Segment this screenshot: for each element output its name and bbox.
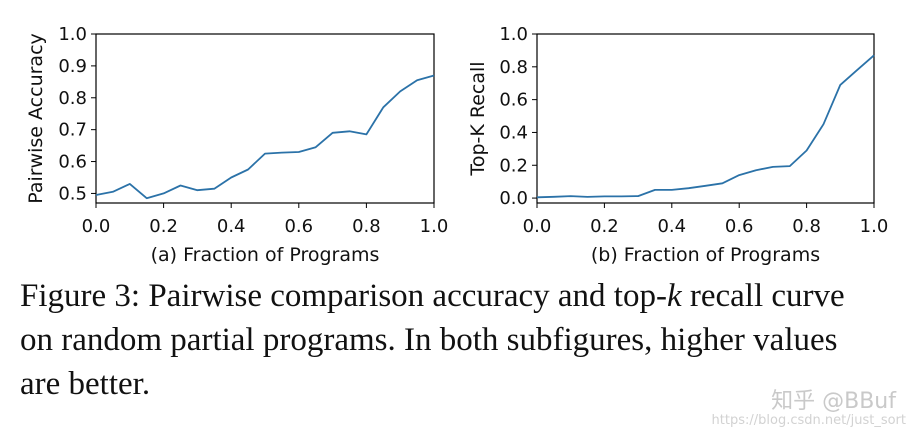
caption-line3: are better. [20, 366, 151, 402]
chart-a-y-tick-label: 0.9 [58, 56, 87, 77]
chart-a-y-tick-label: 1.0 [58, 24, 87, 45]
chart-a-plot-frame [95, 33, 435, 204]
chart-b-x-tick-label: 0.2 [590, 216, 619, 237]
chart-b-y-tick-label: 0.0 [499, 188, 528, 209]
chart-b-y-tick-label: 0.8 [499, 57, 528, 78]
chart-a-x-tick-label: 0.2 [149, 216, 178, 237]
chart-b-y-tick-label: 0.4 [499, 122, 528, 143]
chart-b-y-tick-label: 0.6 [499, 90, 528, 111]
chart-b-series-line [536, 54, 875, 199]
caption-line2: on random partial programs. In both subf… [20, 322, 838, 358]
caption-line1-italic: k [666, 278, 682, 314]
chart-a-x-tick-label: 1.0 [420, 216, 449, 237]
chart-a-x-tick-label: 0.4 [217, 216, 246, 237]
chart-a-y-tick-label: 0.8 [58, 88, 87, 109]
chart-a-series-line [95, 74, 435, 200]
chart-b-x-tick-label: 0.8 [792, 216, 821, 237]
chart-b-x-tick-label: 1.0 [860, 216, 889, 237]
chart-a-x-tick-label: 0.8 [352, 216, 381, 237]
chart-a-y-tick-label: 0.7 [58, 120, 87, 141]
chart-b-x-tick-label: 0.0 [523, 216, 552, 237]
chart-a-y-tick-label: 0.5 [58, 183, 87, 204]
chart-b-plot-frame [536, 33, 875, 204]
chart-a-x-tick-label: 0.6 [284, 216, 313, 237]
chart-b-y-tick-label: 0.2 [499, 155, 528, 176]
chart-b-y-tick-label: 1.0 [499, 24, 528, 45]
chart-a-x-axis-label: (a) Fraction of Programs [151, 244, 380, 266]
figure-caption: Figure 3: Pairwise comparison accuracy a… [20, 274, 910, 406]
chart-b-x-axis-label: (b) Fraction of Programs [591, 244, 820, 266]
caption-line1-prefix: Figure 3: Pairwise comparison accuracy a… [20, 278, 667, 314]
figure-charts: 0.0 0.2 0.4 0.6 0.8 1.0 0.5 0.6 0.7 0.8 0.9 1.0 (a) … [25, 24, 889, 266]
watermark-text: 知乎 @BBuf [771, 389, 896, 414]
chart-b-y-axis-label: Top-K Recall [467, 61, 489, 176]
caption-line1-suffix: recall curve [681, 278, 845, 314]
watermark-url: https://blog.csdn.net/just_sort [711, 413, 906, 428]
chart-a-y-axis-label: Pairwise Accuracy [25, 33, 47, 204]
chart-a-x-tick-label: 0.0 [82, 216, 111, 237]
chart-b-x-tick-label: 0.6 [725, 216, 754, 237]
chart-b-x-tick-label: 0.4 [657, 216, 686, 237]
chart-a-y-tick-label: 0.6 [58, 152, 87, 173]
